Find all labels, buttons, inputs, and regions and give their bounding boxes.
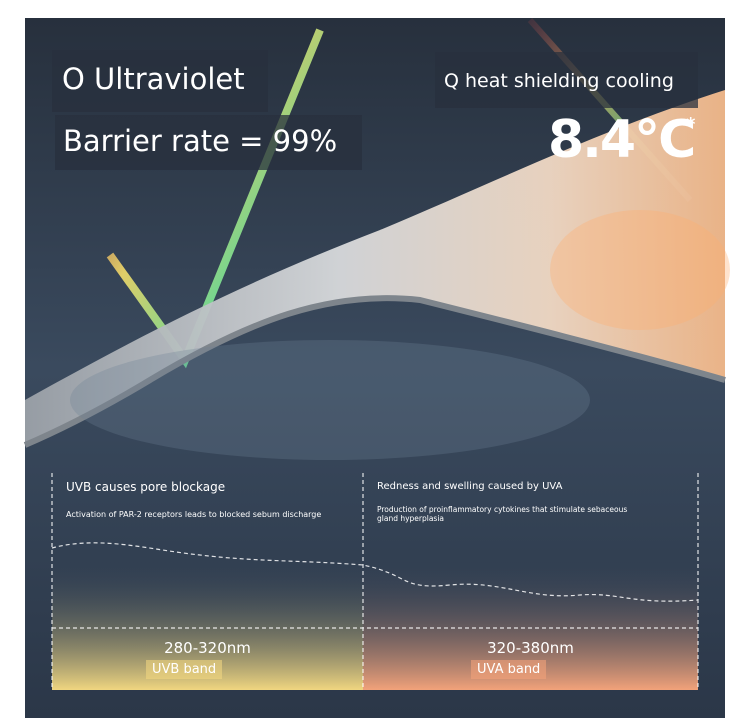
wavelength-range: 320-380nm	[487, 639, 574, 657]
panel-title: Redness and swelling caused by UVA	[377, 481, 563, 492]
footnote-mark: *	[686, 114, 696, 135]
band-label: UVB band	[146, 660, 223, 679]
panel-title: UVB causes pore blockage	[66, 480, 226, 494]
stat: Barrier rate = 99%	[63, 124, 338, 158]
wavelength-range: 280-320nm	[164, 639, 251, 657]
label-box	[52, 50, 268, 112]
panel-description: Activation of PAR-2 receptors leads to b…	[66, 510, 322, 519]
band-label: UVA band	[471, 660, 547, 679]
headline: O Ultraviolet	[62, 62, 245, 96]
label-box	[435, 52, 698, 108]
label-box	[55, 115, 362, 170]
panel-description: Production of proinflammatory cytokines …	[377, 505, 628, 523]
stat: 8.4°C	[548, 110, 696, 170]
headline: Q heat shielding cooling	[444, 70, 674, 92]
